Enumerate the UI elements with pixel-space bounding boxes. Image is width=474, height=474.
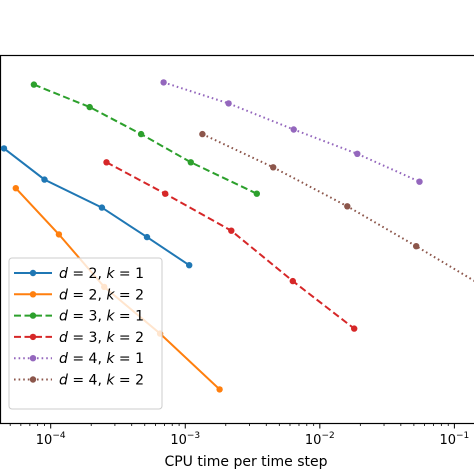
series-5-point-4 xyxy=(354,150,361,157)
x-tick-label-3: 10−2 xyxy=(305,431,335,448)
series-3 xyxy=(30,81,260,197)
series-1-point-4 xyxy=(143,233,151,241)
legend-label-5: d = 4, k = 1 xyxy=(59,351,144,367)
legend: d = 2, k = 1 d = 2, k = 2 d = 3, k = 1 d = … xyxy=(8,257,163,410)
series-5-point-1 xyxy=(160,79,167,86)
legend-marker-1 xyxy=(29,269,37,277)
series-3-point-1 xyxy=(30,81,38,88)
series-4-point-5 xyxy=(351,325,358,332)
legend-marker-5 xyxy=(29,355,37,362)
legend-marker-6 xyxy=(29,376,37,383)
legend-label-6: d = 4, k = 2 xyxy=(59,373,144,389)
series-6-point-2 xyxy=(270,164,277,171)
series-layer xyxy=(0,79,474,393)
series-4-point-4 xyxy=(289,277,296,285)
series-6 xyxy=(199,130,474,282)
series-1-point-3 xyxy=(98,204,106,211)
series-3-point-5 xyxy=(253,190,260,197)
series-4-point-1 xyxy=(103,159,110,166)
series-5-point-2 xyxy=(225,100,232,107)
series-4-point-2 xyxy=(162,190,169,197)
x-tick-label-4: 10−1 xyxy=(439,431,469,448)
legend-label-2: d = 2, k = 2 xyxy=(59,287,144,303)
legend-marker-4 xyxy=(29,333,37,341)
series-6-point-4 xyxy=(413,243,420,250)
legend-marker-3 xyxy=(29,312,37,319)
legend-box xyxy=(8,257,163,410)
series-line-6 xyxy=(201,133,474,282)
series-1 xyxy=(0,145,193,269)
series-2-point-2 xyxy=(55,231,63,238)
legend-marker-2 xyxy=(29,291,37,298)
series-line-1 xyxy=(3,147,190,267)
series-6-point-3 xyxy=(344,203,351,210)
series-5-point-5 xyxy=(416,178,423,185)
legend-label-4: d = 3, k = 2 xyxy=(59,330,144,346)
series-3-point-4 xyxy=(187,159,194,166)
series-line-3 xyxy=(33,83,258,195)
series-3-point-3 xyxy=(137,130,145,138)
series-3-point-2 xyxy=(86,103,93,111)
series-1-point-5 xyxy=(186,262,193,269)
series-5-point-3 xyxy=(290,126,297,133)
series-5 xyxy=(160,79,423,185)
series-1-point-2 xyxy=(41,176,48,183)
legend-label-1: d = 2, k = 1 xyxy=(59,266,144,282)
series-1-point-1 xyxy=(0,145,8,152)
series-6-point-1 xyxy=(199,130,206,138)
x-tick-label-2: 10−3 xyxy=(170,431,200,448)
plot-frame xyxy=(0,54,474,425)
x-tick-label-1: 10−4 xyxy=(36,431,66,448)
x-axis: 10−4 10−3 10−2 10−1 xyxy=(9,423,469,448)
x-axis-label: CPU time per time step xyxy=(164,454,327,470)
series-4-point-3 xyxy=(228,227,235,234)
series-2-point-1 xyxy=(12,185,19,192)
legend-label-3: d = 3, k = 1 xyxy=(59,309,144,325)
series-4 xyxy=(103,159,358,332)
series-2-point-5 xyxy=(216,386,223,393)
